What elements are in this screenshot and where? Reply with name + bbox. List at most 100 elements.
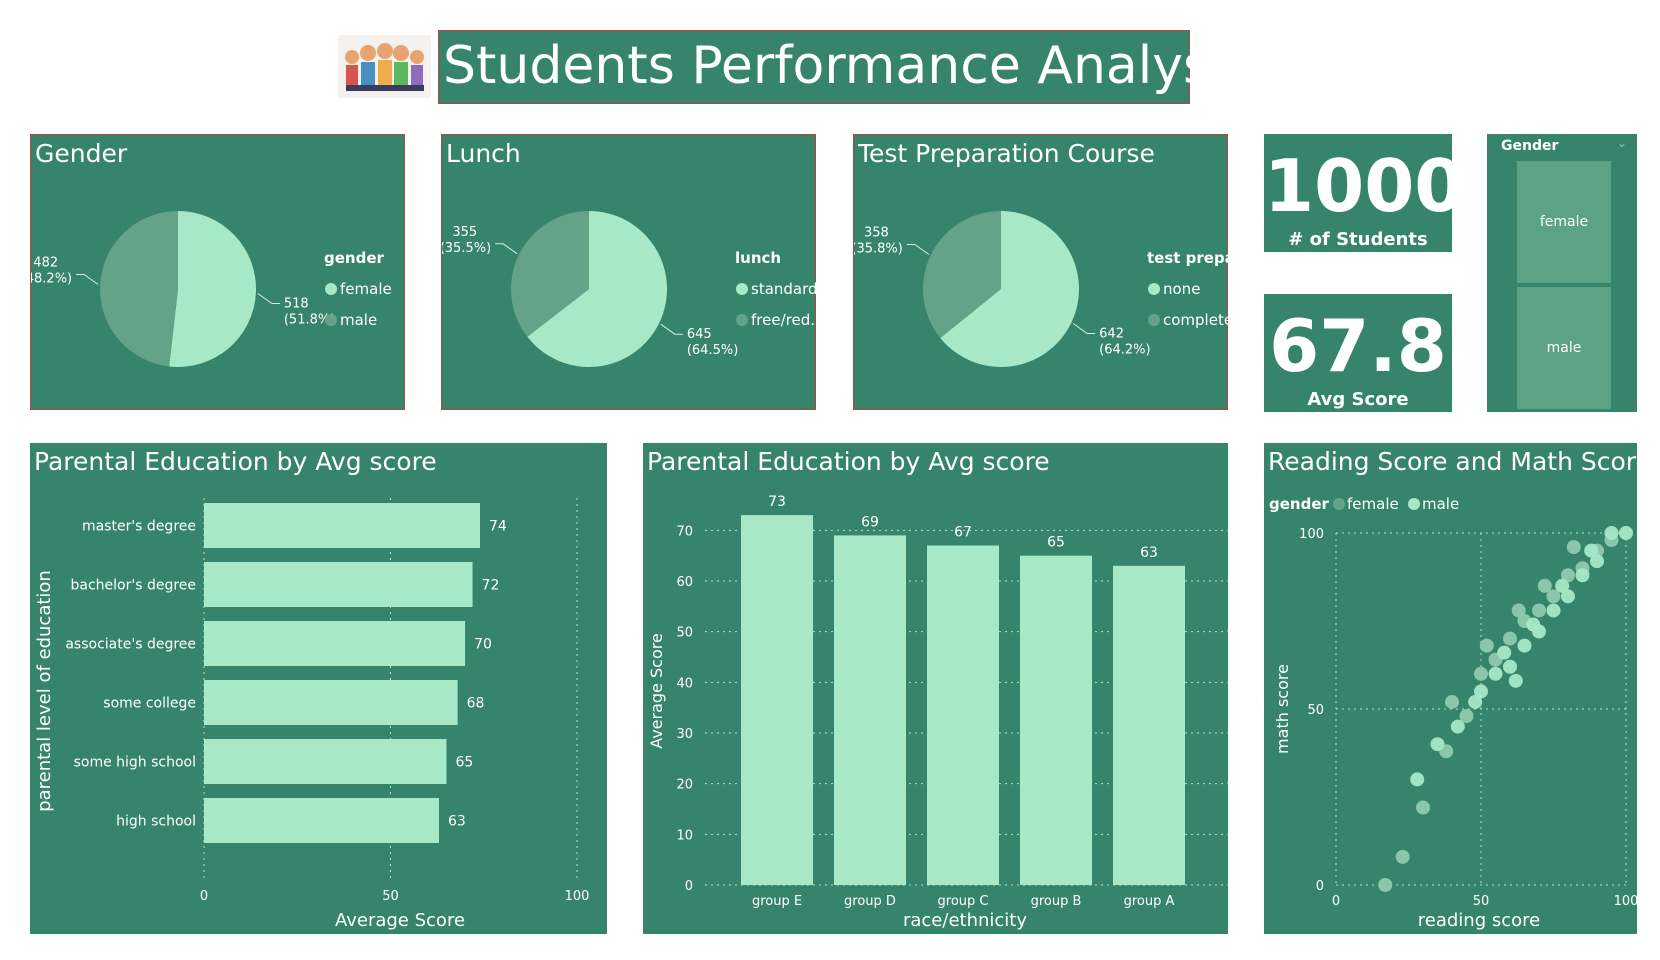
hbar-data-label: 63: [448, 814, 466, 830]
scatter-x-tick: 50: [1473, 894, 1490, 909]
scatter-point-female[interactable]: [1468, 694, 1483, 709]
scatter-point-female[interactable]: [1517, 638, 1532, 653]
scatter-legend-item-female[interactable]: female: [1347, 495, 1399, 513]
hbar-bar-master-s-degree[interactable]: [204, 503, 481, 548]
scatter-point-male[interactable]: [1416, 800, 1430, 815]
scatter-x-tick: 100: [1614, 894, 1637, 909]
vbar-category-label: group E: [752, 894, 802, 909]
scatter-point-female[interactable]: [1575, 568, 1590, 583]
hbar-bar-some-college[interactable]: [204, 680, 458, 725]
hbar-category-label: high school: [116, 814, 196, 830]
vbar-bar-group-a[interactable]: [1113, 565, 1185, 885]
scatter-point-female[interactable]: [1508, 673, 1523, 688]
pie-slice-standard[interactable]: [527, 211, 667, 367]
scatter-point-female[interactable]: [1474, 684, 1488, 699]
pie-legend-item-completed[interactable]: completed: [1163, 311, 1229, 329]
pie-legend-item-female[interactable]: female: [340, 280, 392, 298]
hbar-x-tick: 0: [200, 889, 208, 904]
pie-slice-female[interactable]: [169, 211, 256, 367]
scatter-point-male[interactable]: [1479, 638, 1494, 653]
vbar-x-axis-title: race/ethnicity: [903, 910, 1027, 931]
slicer-item-male[interactable]: male: [1517, 287, 1611, 409]
vbar-bar-group-e[interactable]: [741, 515, 813, 885]
scatter-point-male[interactable]: [1459, 709, 1474, 724]
scatter-point-female[interactable]: [1590, 554, 1604, 569]
vbar-data-label: 69: [861, 514, 879, 530]
legend-dot-icon: [1333, 498, 1345, 510]
students-count-label: # of Students: [1288, 229, 1428, 250]
scatter-point-male[interactable]: [1445, 694, 1459, 709]
pie-legend-item-free-red[interactable]: free/red...: [751, 311, 817, 329]
scatter-point-female[interactable]: [1497, 645, 1512, 660]
pie-pct-label: (48.2%): [31, 271, 72, 286]
hbar-bar-associate-s-degree[interactable]: [204, 621, 466, 666]
gender-slicer: Gender ⌄ female male: [1487, 134, 1637, 412]
scatter-point-female[interactable]: [1584, 543, 1599, 558]
scatter-point-female[interactable]: [1410, 772, 1425, 787]
scatter-point-female[interactable]: [1604, 526, 1619, 540]
hbar-data-label: 74: [489, 519, 507, 535]
pie-leader-line: [257, 293, 280, 305]
gender-pie-title: Gender: [35, 139, 128, 168]
scatter-point-male[interactable]: [1537, 578, 1552, 593]
hbar-bar-high-school[interactable]: [204, 798, 439, 843]
pie-legend-item-standard[interactable]: standard: [751, 280, 817, 298]
test-prep-pie-title: Test Preparation Course: [858, 139, 1155, 168]
scatter-point-male[interactable]: [1395, 849, 1410, 864]
vbar-y-tick: 0: [685, 879, 693, 894]
scatter-point-male[interactable]: [1474, 666, 1488, 681]
legend-dot-icon: [1148, 314, 1160, 326]
race-ethnicity-vbar-chart: 0 10 20 30 40 50 60 70 73 group E 69 group D 67 group…: [647, 494, 1228, 931]
scatter-point-male[interactable]: [1503, 631, 1517, 646]
scatter-point-female[interactable]: [1488, 666, 1503, 681]
scatter-point-male[interactable]: [1546, 589, 1561, 604]
pie-slice-none[interactable]: [940, 211, 1079, 367]
vbar-bar-group-b[interactable]: [1020, 555, 1092, 885]
scatter-point-female[interactable]: [1526, 617, 1541, 632]
scatter-point-female[interactable]: [1503, 659, 1517, 674]
vbar-y-tick: 20: [676, 778, 693, 793]
vbar-y-tick: 60: [676, 575, 693, 590]
pie-legend-item-none[interactable]: none: [1163, 280, 1200, 298]
hbar-x-tick: 50: [382, 889, 399, 904]
vbar-category-label: group A: [1124, 894, 1175, 909]
hbar-bar-bachelor-s-degree[interactable]: [204, 562, 473, 607]
scatter-point-male[interactable]: [1561, 568, 1575, 583]
scatter-legend-item-male[interactable]: male: [1422, 495, 1459, 513]
pie-leader-line: [660, 323, 683, 335]
pie-legend-item-male[interactable]: male: [340, 311, 377, 329]
pie-pct-label: (51.8%): [284, 313, 335, 328]
vbar-bar-group-c[interactable]: [927, 545, 999, 885]
vbar-data-label: 65: [1047, 535, 1065, 551]
scatter-point-female[interactable]: [1450, 719, 1465, 734]
scatter-y-tick: 50: [1307, 703, 1324, 718]
pie-slice-male[interactable]: [100, 211, 178, 367]
scatter-point-male[interactable]: [1511, 603, 1526, 618]
vbar-category-label: group B: [1031, 894, 1082, 909]
scatter-point-male[interactable]: [1378, 878, 1393, 892]
pie-slice-completed[interactable]: [923, 211, 1001, 338]
scatter-point-female[interactable]: [1561, 589, 1575, 604]
scatter-point-female[interactable]: [1546, 603, 1561, 618]
lunch-pie-title: Lunch: [446, 139, 521, 168]
vbar-bar-group-d[interactable]: [834, 535, 906, 885]
hbar-data-label: 72: [482, 578, 500, 594]
students-group-icon: [345, 43, 424, 91]
scatter-point-female[interactable]: [1430, 737, 1445, 752]
pie-value-label: 518: [284, 297, 309, 312]
scatter-point-male[interactable]: [1566, 540, 1581, 555]
scatter-point-female[interactable]: [1619, 526, 1633, 540]
lunch-pie-chart: 645(64.5%) 355(35.5%) lunch standard free/re…: [442, 211, 817, 367]
race-ethnicity-vbar-panel: Parental Education by Avg score 0 10 20 30 4…: [643, 443, 1228, 934]
hbar-bar-some-high-school[interactable]: [204, 739, 447, 784]
hbar-y-axis-title: parental level of education: [34, 570, 55, 812]
pie-pct-label: (35.8%): [854, 241, 903, 256]
pie-slice-free-red[interactable]: [511, 211, 589, 337]
scatter-point-female[interactable]: [1555, 578, 1570, 593]
hbar-category-label: associate's degree: [65, 637, 196, 653]
reading-math-scatter-chart: gender female male 0 50 100 0 50 100 reading scor…: [1269, 495, 1637, 931]
slicer-item-female[interactable]: female: [1517, 161, 1611, 283]
scatter-point-male[interactable]: [1532, 603, 1546, 618]
chevron-down-icon[interactable]: ⌄: [1616, 136, 1627, 150]
scatter-x-axis-title: reading score: [1418, 910, 1540, 931]
